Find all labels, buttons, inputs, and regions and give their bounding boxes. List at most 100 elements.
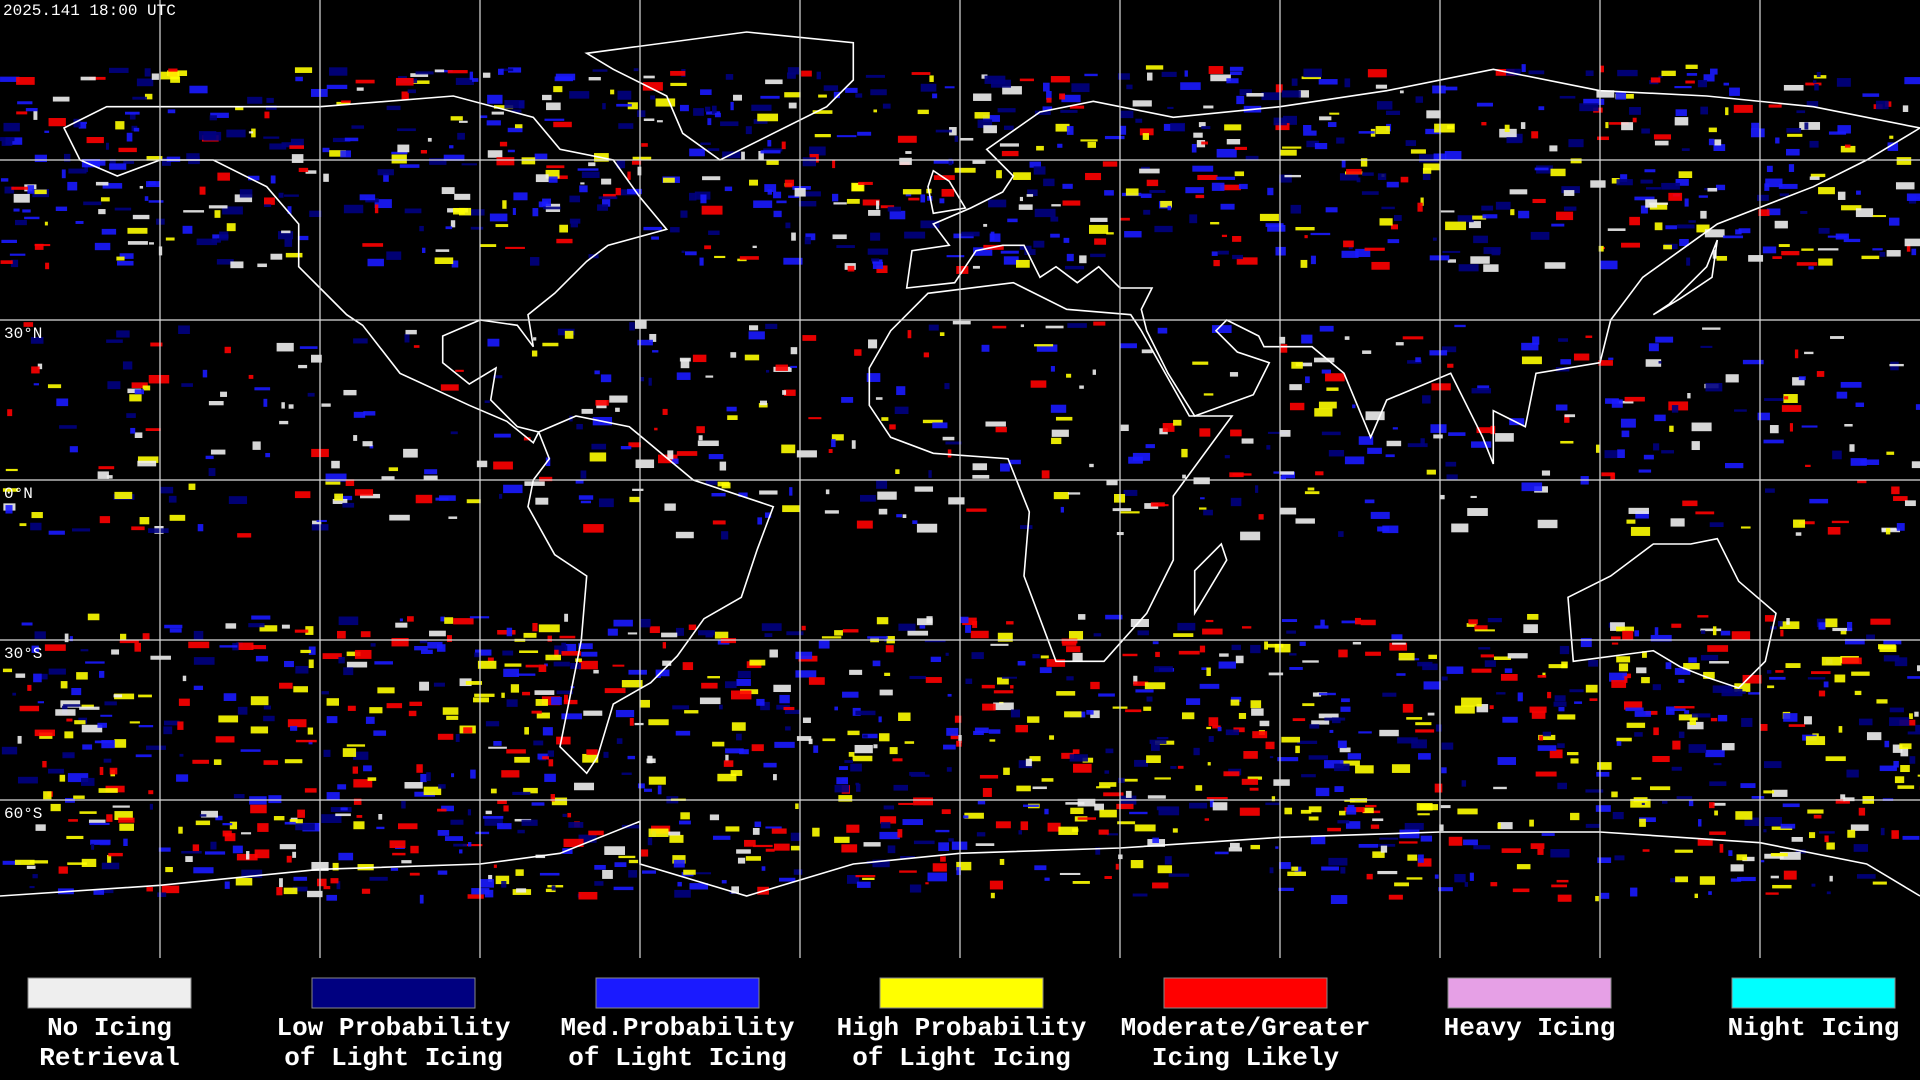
icing-patch — [521, 819, 538, 826]
icing-patch — [312, 520, 322, 526]
icing-patch — [470, 226, 484, 230]
icing-patch — [64, 153, 71, 162]
icing-patch — [1700, 210, 1707, 219]
icing-patch — [119, 823, 134, 831]
icing-patch — [367, 258, 384, 267]
icing-patch — [1370, 511, 1390, 519]
icing-patch — [114, 811, 133, 820]
icing-patch — [1644, 169, 1656, 173]
icing-patch — [1728, 850, 1733, 856]
icing-patch — [1650, 77, 1661, 83]
icing-patch — [1870, 618, 1891, 625]
icing-patch — [1897, 785, 1915, 789]
icing-patch — [804, 191, 821, 197]
icing-patch — [862, 733, 878, 739]
icing-patch — [137, 456, 159, 463]
icing-patch — [1630, 798, 1651, 808]
icing-patch — [213, 759, 222, 765]
icing-patch — [347, 705, 356, 711]
icing-patch — [1420, 197, 1424, 206]
icing-patch — [933, 159, 954, 164]
icing-patch — [1246, 93, 1264, 97]
icing-patch — [818, 639, 830, 649]
icing-patch — [1850, 458, 1867, 466]
icing-patch — [1152, 837, 1159, 844]
icing-patch — [897, 829, 903, 838]
icing-patch — [1471, 388, 1492, 394]
icing-patch — [974, 727, 989, 734]
icing-patch — [905, 151, 912, 154]
icing-patch — [1390, 224, 1399, 230]
icing-patch — [437, 733, 454, 740]
icing-patch — [1672, 740, 1681, 750]
icing-patch — [222, 206, 243, 215]
icing-patch — [1620, 418, 1636, 428]
icing-patch — [1471, 668, 1492, 673]
icing-patch — [1497, 757, 1517, 765]
icing-patch — [325, 473, 347, 482]
icing-patch — [905, 192, 912, 197]
icing-patch — [989, 739, 996, 742]
icing-patch — [443, 154, 465, 161]
icing-patch — [759, 400, 768, 406]
icing-patch — [1707, 187, 1718, 192]
icing-patch — [44, 644, 66, 651]
icing-patch — [1303, 130, 1317, 136]
icing-patch — [246, 851, 250, 860]
icing-patch — [1851, 671, 1870, 676]
icing-patch — [1017, 660, 1026, 666]
icing-patch — [1325, 207, 1338, 213]
icing-patch — [1872, 248, 1883, 251]
icing-patch — [1674, 86, 1692, 89]
icing-patch — [279, 682, 293, 689]
icing-patch — [594, 864, 606, 870]
icing-patch — [1286, 630, 1296, 634]
icing-patch — [1287, 871, 1306, 877]
icing-patch — [1585, 684, 1598, 693]
icing-patch — [1634, 630, 1640, 637]
icing-patch — [1180, 82, 1201, 90]
icing-patch — [98, 209, 106, 215]
icing-patch — [1805, 82, 1822, 86]
icing-patch — [351, 125, 365, 129]
icing-patch — [1700, 630, 1706, 634]
icing-patch — [1879, 251, 1886, 257]
icing-patch — [522, 691, 531, 696]
icing-patch — [99, 766, 104, 776]
icing-patch — [0, 178, 9, 182]
icing-patch — [542, 198, 551, 207]
icing-patch — [1742, 674, 1762, 684]
icing-patch — [1199, 683, 1220, 689]
icing-patch — [1026, 194, 1034, 197]
icing-patch — [276, 887, 283, 896]
icing-patch — [1158, 806, 1180, 816]
icing-patch — [765, 79, 783, 85]
icing-patch — [42, 760, 47, 768]
icing-patch — [90, 839, 111, 845]
icing-patch — [1654, 140, 1669, 146]
icing-patch — [544, 773, 556, 782]
icing-patch — [250, 726, 269, 734]
icing-patch — [1300, 259, 1308, 268]
icing-patch — [757, 113, 779, 122]
icing-patch — [332, 498, 348, 504]
icing-patch — [237, 706, 248, 715]
icing-patch — [1365, 804, 1377, 808]
icing-patch — [696, 426, 705, 434]
icing-patch — [763, 762, 777, 768]
icing-patch — [0, 260, 13, 264]
icing-patch — [652, 350, 659, 353]
icing-patch — [725, 754, 729, 762]
icing-patch — [1770, 875, 1779, 879]
icing-patch — [1523, 624, 1538, 634]
icing-patch — [1531, 131, 1539, 139]
icing-patch — [106, 339, 123, 343]
icing-patch — [1321, 369, 1331, 374]
icing-patch — [563, 694, 568, 703]
icing-patch — [1892, 744, 1903, 753]
icing-patch — [1415, 357, 1421, 363]
icing-patch — [1044, 808, 1049, 815]
icing-patch — [508, 67, 522, 73]
icing-patch — [1595, 805, 1611, 812]
icing-patch — [157, 892, 167, 898]
